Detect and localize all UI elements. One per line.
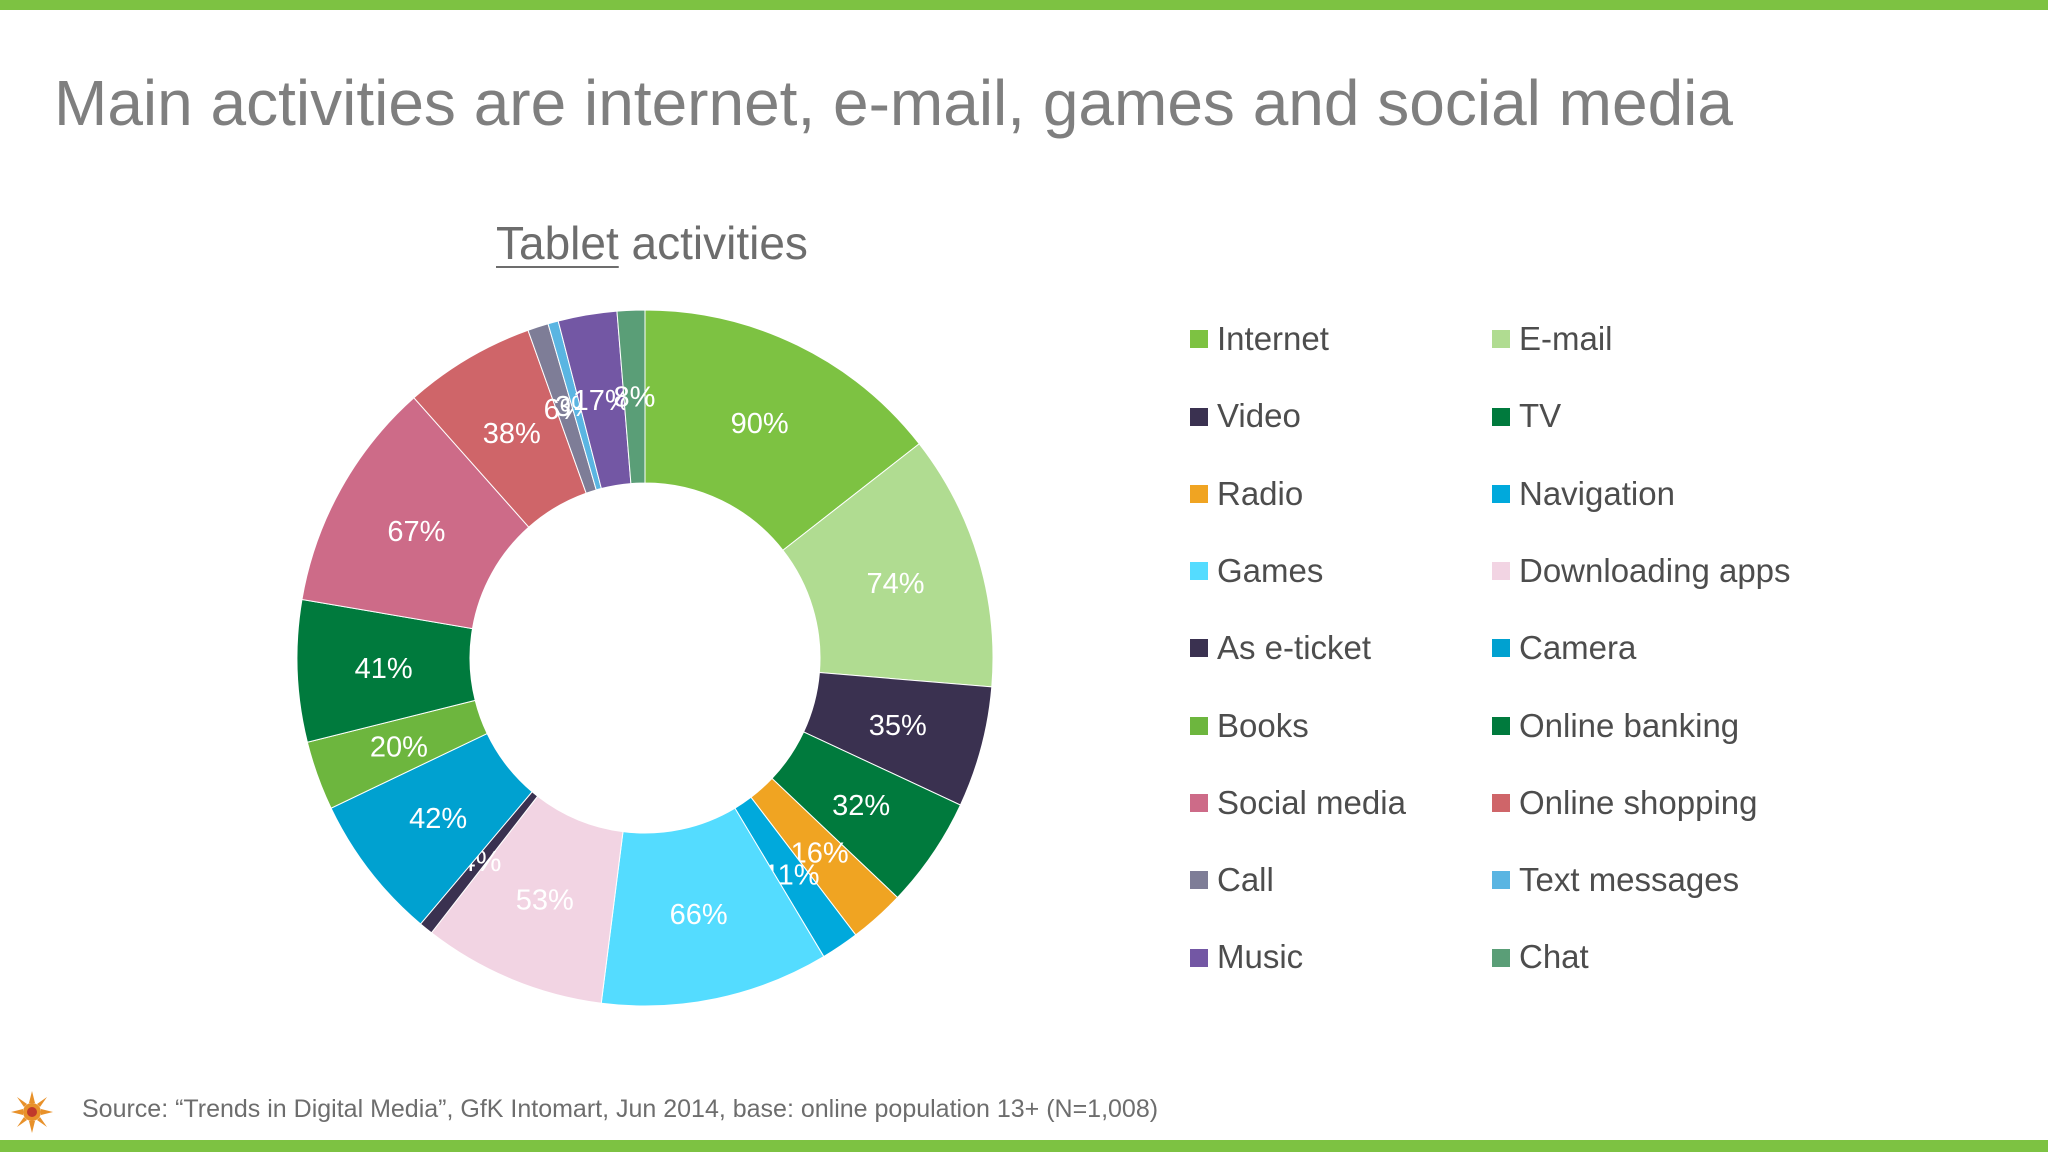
legend-swatch bbox=[1492, 871, 1510, 890]
legend-swatch bbox=[1492, 794, 1510, 813]
data-label-tv: 32% bbox=[832, 790, 890, 822]
data-label-social-media: 67% bbox=[387, 516, 445, 548]
legend-label: Internet bbox=[1217, 320, 1329, 357]
legend-swatch bbox=[1492, 639, 1510, 658]
legend-label: Chat bbox=[1519, 938, 1589, 976]
legend-item-chat: Chat bbox=[1492, 938, 1589, 976]
legend-item-as-e-ticket: As e-ticket bbox=[1190, 629, 1371, 667]
legend-label: Online banking bbox=[1519, 706, 1740, 744]
legend-label: Radio bbox=[1217, 474, 1304, 512]
legend-item-text-messages: Text messages bbox=[1492, 861, 1739, 899]
legend-swatch bbox=[1190, 871, 1208, 890]
legend-item-games: Games bbox=[1190, 552, 1323, 590]
legend-swatch bbox=[1492, 562, 1510, 581]
slice-social-media bbox=[301, 397, 530, 630]
data-label-online-shopping: 38% bbox=[483, 418, 541, 450]
slice-e-mail bbox=[782, 443, 994, 688]
legend-swatch bbox=[1190, 330, 1208, 349]
top-accent-bar bbox=[0, 0, 2048, 10]
legend-label: Navigation bbox=[1519, 474, 1675, 512]
legend-item-navigation: Navigation bbox=[1492, 475, 1675, 513]
legend-swatch bbox=[1492, 948, 1510, 967]
legend-swatch bbox=[1190, 716, 1208, 735]
legend-swatch bbox=[1492, 407, 1510, 426]
chart-title: Tablet activities bbox=[496, 216, 808, 270]
legend-label: E-mail bbox=[1519, 320, 1613, 357]
legend-label: Text messages bbox=[1519, 861, 1740, 899]
legend-label: Camera bbox=[1519, 629, 1637, 667]
legend-swatch bbox=[1492, 484, 1510, 503]
legend-item-tv: TV bbox=[1492, 397, 1561, 435]
data-label-internet: 90% bbox=[731, 408, 789, 440]
legend-item-e-mail: E-mail bbox=[1492, 320, 1613, 358]
data-label-e-mail: 74% bbox=[867, 568, 925, 600]
legend-label: As e-ticket bbox=[1217, 629, 1372, 667]
legend-item-online-banking: Online banking bbox=[1492, 707, 1739, 745]
legend-label: Music bbox=[1217, 938, 1304, 976]
legend-label: Games bbox=[1217, 551, 1324, 589]
data-label-downloading-apps: 53% bbox=[516, 885, 574, 917]
legend-item-call: Call bbox=[1190, 861, 1274, 899]
legend-swatch bbox=[1190, 948, 1208, 967]
sun-logo-icon bbox=[11, 1091, 53, 1133]
data-label-music: 17% bbox=[573, 385, 631, 417]
legend-label: TV bbox=[1519, 397, 1562, 435]
slice-chat bbox=[616, 309, 646, 485]
legend-label: Books bbox=[1217, 706, 1309, 744]
data-label-online-banking: 41% bbox=[355, 653, 413, 685]
legend-swatch bbox=[1190, 639, 1208, 658]
legend-swatch bbox=[1492, 330, 1510, 349]
legend-item-radio: Radio bbox=[1190, 475, 1303, 513]
legend-swatch bbox=[1190, 562, 1208, 581]
legend-item-books: Books bbox=[1190, 707, 1309, 745]
legend-label: Downloading apps bbox=[1519, 551, 1791, 589]
legend-swatch bbox=[1492, 716, 1510, 735]
data-label-games: 66% bbox=[670, 899, 728, 931]
legend-item-internet: Internet bbox=[1190, 320, 1329, 358]
bottom-accent-bar bbox=[0, 1140, 2048, 1152]
data-label-camera: 42% bbox=[409, 803, 467, 835]
data-label-books: 20% bbox=[370, 732, 428, 764]
legend-label: Social media bbox=[1217, 783, 1406, 821]
chart-title-rest: activities bbox=[618, 217, 808, 269]
legend-item-camera: Camera bbox=[1492, 629, 1636, 667]
legend-label: Online shopping bbox=[1519, 783, 1758, 821]
source-note: Source: “Trends in Digital Media”, GfK I… bbox=[82, 1095, 1159, 1123]
legend-swatch bbox=[1190, 407, 1208, 426]
legend-item-downloading-apps: Downloading apps bbox=[1492, 552, 1791, 590]
legend-item-music: Music bbox=[1190, 938, 1303, 976]
legend-swatch bbox=[1190, 794, 1208, 813]
data-label-chat: 8% bbox=[613, 382, 655, 414]
slide-title: Main activities are internet, e-mail, ga… bbox=[54, 67, 1733, 139]
slice-internet bbox=[644, 309, 920, 551]
legend-swatch bbox=[1190, 484, 1208, 503]
legend-item-video: Video bbox=[1190, 397, 1301, 435]
legend-label: Video bbox=[1217, 397, 1301, 435]
data-label-video: 35% bbox=[869, 710, 927, 742]
legend-item-online-shopping: Online shopping bbox=[1492, 784, 1758, 822]
legend-item-social-media: Social media bbox=[1190, 784, 1406, 822]
chart-title-underlined: Tablet bbox=[496, 217, 619, 269]
legend-label: Call bbox=[1217, 861, 1274, 899]
